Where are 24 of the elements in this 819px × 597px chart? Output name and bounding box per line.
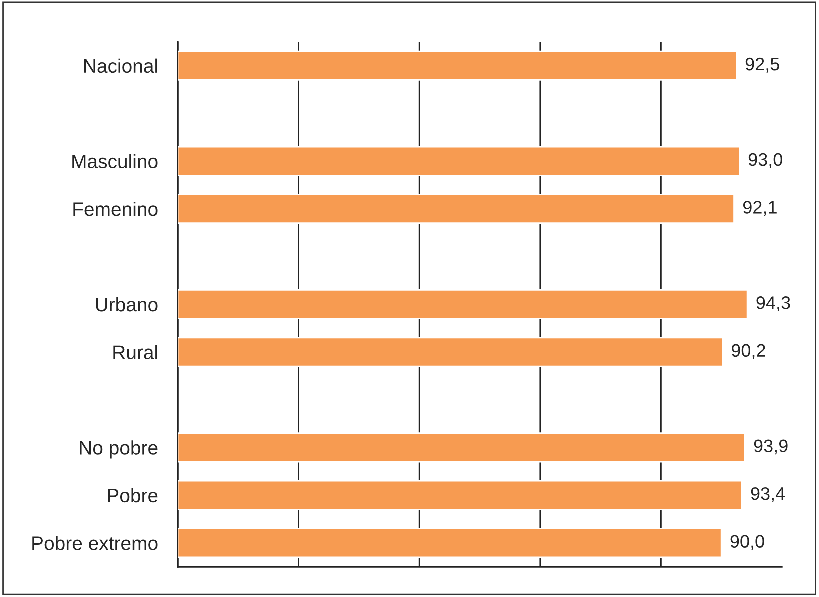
y-tick-label: Nacional [84, 58, 158, 74]
bar [178, 337, 724, 368]
bar [178, 432, 746, 463]
data-label: 92,1 [743, 201, 777, 216]
y-tick-label: Rural [114, 345, 158, 360]
bar [178, 146, 740, 176]
data-label: 94,3 [756, 296, 790, 312]
data-label: 92,5 [746, 58, 780, 73]
y-tick-label: Pobre [108, 488, 158, 503]
data-label: 93,9 [754, 440, 788, 455]
y-tick-label: Femenino [74, 202, 158, 216]
bar [178, 194, 735, 224]
bar [178, 289, 748, 320]
y-tick-label: Pobre extremo [32, 536, 158, 550]
y-tick-label: Urbano [96, 297, 158, 312]
y-tick-label: Masculino [72, 154, 158, 169]
data-label: 93,0 [748, 153, 782, 168]
data-label: 93,4 [751, 487, 786, 502]
y-tick-label: No pobre [80, 440, 158, 459]
bar [178, 528, 722, 558]
data-label: 90,2 [732, 344, 766, 360]
bar [178, 480, 743, 510]
data-label: 90,0 [730, 535, 764, 550]
bar [178, 50, 738, 81]
